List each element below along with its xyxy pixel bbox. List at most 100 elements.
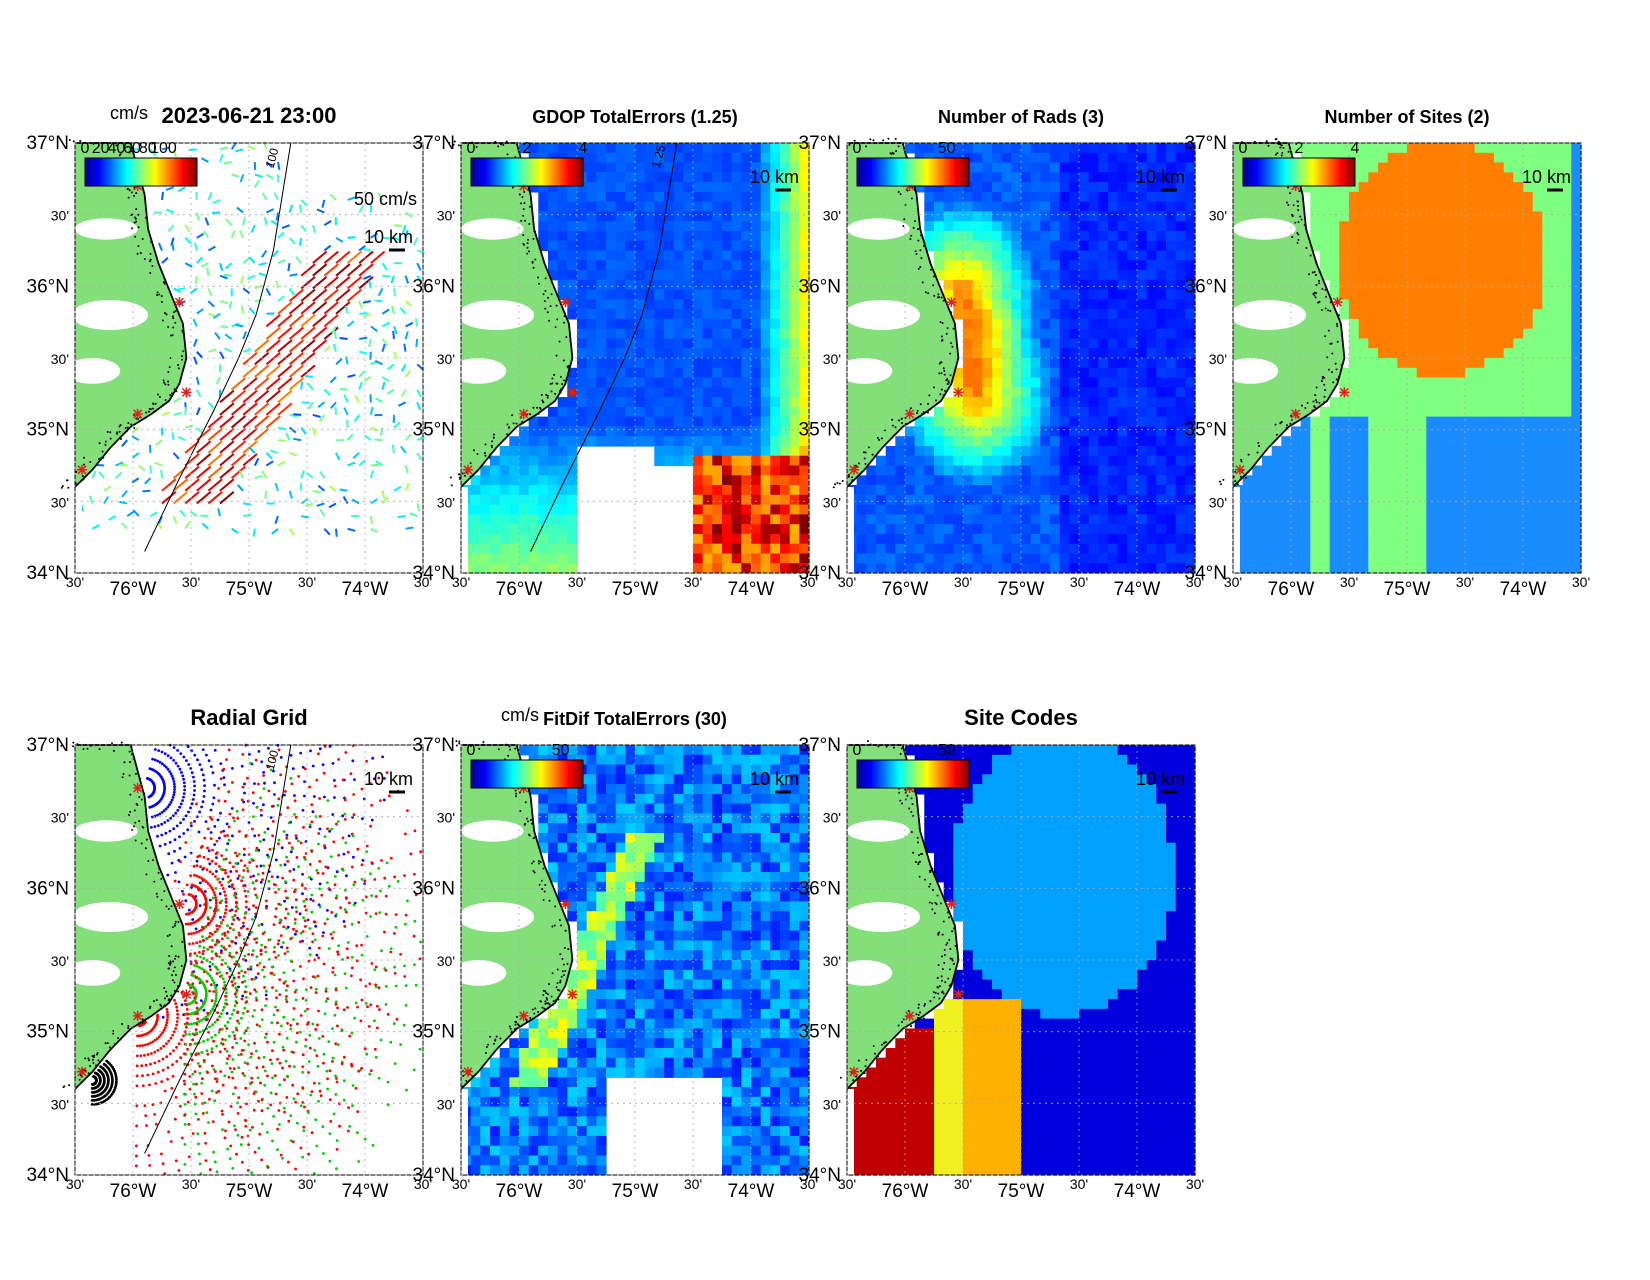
current-vector <box>255 353 269 365</box>
current-vector <box>290 428 296 433</box>
lon-tick-label: 74°W <box>342 1181 389 1202</box>
scale-label: 10 km <box>1136 769 1185 789</box>
lon-tick-label: 30' <box>568 1176 586 1192</box>
current-vector <box>301 302 315 314</box>
scale-label: 10 km <box>750 167 799 187</box>
current-vector <box>185 238 191 244</box>
current-vector <box>142 491 150 492</box>
lon-tick-label: 75°W <box>998 579 1045 600</box>
current-vector <box>240 471 243 478</box>
current-vector <box>229 301 231 309</box>
lon-tick-label: 75°W <box>226 1181 273 1202</box>
current-vector <box>174 516 177 523</box>
current-vector <box>208 301 214 307</box>
current-vector <box>392 306 394 314</box>
current-vector <box>365 435 371 440</box>
contour-label: 100 <box>263 748 282 771</box>
sound-water <box>1223 358 1279 384</box>
lon-tick-label: 74°W <box>728 579 775 600</box>
current-vector <box>174 453 179 459</box>
lat-tick-label: 30' <box>51 494 69 510</box>
current-vector <box>197 213 199 221</box>
current-vector <box>220 454 234 466</box>
current-vector <box>270 451 278 453</box>
current-vector <box>336 252 350 264</box>
current-vector <box>398 402 405 406</box>
lon-tick-label: 30' <box>838 574 856 590</box>
current-vector <box>255 175 263 177</box>
lat-tick-label: 30' <box>51 810 69 826</box>
current-vector <box>320 509 324 516</box>
current-vector <box>416 339 417 347</box>
current-vector <box>348 321 354 326</box>
current-vector <box>226 263 232 268</box>
current-vector <box>194 319 197 326</box>
current-vector <box>278 365 292 377</box>
current-vector <box>162 413 170 415</box>
current-vector <box>324 289 338 301</box>
current-vector <box>348 463 355 466</box>
current-vector <box>359 382 362 390</box>
lat-tick-label: 30' <box>437 1096 455 1112</box>
current-vector <box>417 364 423 369</box>
current-vector <box>119 502 127 504</box>
current-vector <box>382 377 389 381</box>
current-vector <box>278 296 284 301</box>
current-vector <box>369 339 371 347</box>
current-vector <box>416 319 417 327</box>
current-vector <box>329 486 336 491</box>
current-vector <box>309 402 313 409</box>
current-vector <box>253 529 254 537</box>
current-vector <box>215 333 220 339</box>
current-vector <box>301 264 315 276</box>
current-vector <box>133 510 138 516</box>
current-vector <box>371 407 373 415</box>
current-vector <box>313 327 327 339</box>
colorbar-tick: 2 <box>1295 140 1304 157</box>
sound-water <box>461 820 524 842</box>
site-marker <box>1291 409 1301 419</box>
lon-tick-label: 30' <box>182 1176 200 1192</box>
current-vector <box>290 365 304 377</box>
current-vector <box>208 454 222 466</box>
lon-tick-label: 76°W <box>1268 579 1315 600</box>
lat-tick-label: 30' <box>823 1096 841 1112</box>
current-vector <box>382 344 384 352</box>
current-vector <box>313 315 327 327</box>
current-vector <box>286 433 289 440</box>
current-vector <box>243 378 257 390</box>
lat-tick-label: 35°N <box>799 420 841 441</box>
sound-water <box>847 218 910 240</box>
current-vector <box>371 252 385 264</box>
current-vector <box>248 146 255 149</box>
current-vector <box>417 390 421 397</box>
site-marker <box>133 409 143 419</box>
lat-tick-label: 30' <box>51 1096 69 1112</box>
lat-tick-label: 30' <box>437 351 455 367</box>
current-vector <box>324 277 338 289</box>
current-vector <box>197 479 211 491</box>
lon-tick-label: 30' <box>1572 574 1590 590</box>
colorbar-tick: 50 <box>938 742 956 759</box>
current-vector <box>174 413 182 415</box>
current-vector <box>174 398 181 402</box>
current-vector <box>278 315 292 327</box>
lat-tick-label: 34°N <box>799 563 841 584</box>
current-vector <box>243 403 257 415</box>
current-vector <box>305 503 312 506</box>
current-vector <box>301 225 306 231</box>
current-vector <box>324 302 338 314</box>
current-vector <box>371 465 379 466</box>
sound-water <box>458 902 535 932</box>
current-vector <box>276 281 278 289</box>
current-vector <box>278 162 279 170</box>
current-vector <box>359 338 367 339</box>
colorbar-tick: 2 <box>523 140 532 157</box>
site-marker <box>1332 297 1342 307</box>
current-vector <box>243 353 257 365</box>
current-vector <box>197 390 201 397</box>
current-vector <box>197 467 211 479</box>
current-vector <box>348 277 362 289</box>
